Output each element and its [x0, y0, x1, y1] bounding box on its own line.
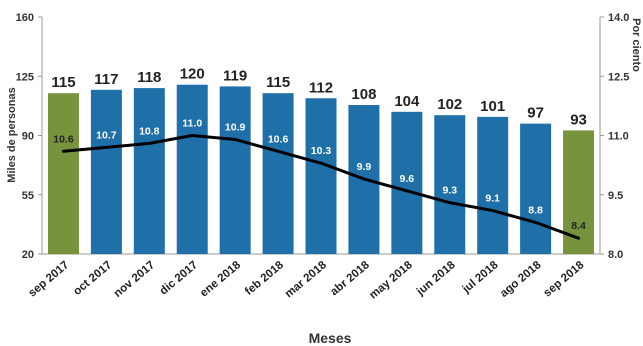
- y-tick-label: 55: [22, 190, 34, 202]
- bar: [47, 93, 79, 254]
- line-value-label: 10.7: [96, 129, 117, 141]
- bar-value-label: 97: [527, 105, 544, 122]
- line-value-label: 11.0: [182, 118, 202, 130]
- bar-value-label: 115: [51, 74, 75, 91]
- x-tick-label: sep 2017: [26, 259, 71, 299]
- x-tick-label: ago 2018: [498, 259, 544, 300]
- y-axis-title: Miles de personas: [6, 87, 18, 182]
- y-tick-label: 125: [16, 71, 34, 83]
- bar: [90, 89, 122, 255]
- bar-value-label: 93: [570, 111, 587, 128]
- bar-value-label: 118: [137, 69, 161, 86]
- x-tick-label: dic 2017: [158, 259, 200, 297]
- bar-value-label: 119: [223, 67, 247, 84]
- x-tick-label: nov 2017: [112, 259, 157, 300]
- y2-axis-title: Por ciento: [630, 18, 642, 72]
- labels: 115 117 118 120 119 115 112 108 104 102 101 97 93 10.…: [51, 66, 587, 232]
- bars: [47, 84, 595, 255]
- line-value-label: 8.8: [528, 204, 543, 216]
- x-tick-label: feb 2018: [243, 259, 286, 298]
- x-tick-label: jul 2018: [460, 259, 501, 296]
- line-value-label: 10.9: [225, 121, 246, 133]
- bar: [434, 115, 466, 254]
- bar-value-label: 102: [437, 96, 462, 113]
- line-value-label: 9.6: [400, 173, 415, 185]
- y2-tick-label: 12.5: [608, 71, 629, 83]
- bar: [477, 116, 509, 254]
- line-value-label: 9.1: [485, 193, 500, 205]
- line-series: [61, 134, 581, 240]
- bar: [133, 88, 165, 254]
- line-layer: [61, 134, 581, 240]
- bar-value-label: 108: [351, 86, 376, 103]
- bar-value-label: 112: [309, 79, 333, 96]
- y2-tick-label: 14.0: [608, 12, 629, 24]
- line-value-label: 10.8: [139, 125, 160, 137]
- x-tick-label: may 2018: [367, 259, 415, 302]
- bar: [219, 86, 251, 255]
- y-tick-label: 160: [16, 12, 34, 24]
- bar: [262, 93, 294, 254]
- bar: [520, 123, 552, 255]
- line-value-label: 10.6: [53, 133, 74, 145]
- x-tick-label: sep 2018: [542, 259, 587, 300]
- line-value-label: 10.3: [311, 145, 332, 157]
- bar: [305, 98, 337, 254]
- bar: [391, 111, 423, 254]
- bar: [176, 84, 208, 254]
- bar-value-label: 117: [94, 71, 118, 88]
- bar-value-label: 101: [480, 98, 505, 115]
- x-axis-title: Meses: [309, 330, 352, 346]
- bar-value-label: 115: [266, 74, 290, 91]
- y-tick-label: 20: [22, 249, 34, 261]
- line-value-label: 9.9: [357, 161, 372, 173]
- bar-value-label: 104: [394, 93, 420, 110]
- x-tick-label: jun 2018: [414, 259, 458, 299]
- line-value-label: 8.4: [571, 220, 586, 232]
- x-tick-label: abr 2018: [328, 259, 372, 299]
- y2-tick-label: 8.0: [608, 249, 623, 261]
- bar-value-label: 120: [180, 66, 205, 83]
- y2-tick-label: 9.5: [608, 190, 623, 202]
- line-value-label: 10.6: [268, 133, 289, 145]
- x-tick-label: ene 2018: [198, 259, 243, 300]
- x-tick-label: mar 2018: [283, 259, 329, 301]
- x-tick-label: oct 2017: [71, 259, 114, 298]
- y-tick-label: 90: [22, 131, 34, 143]
- line-value-label: 9.3: [442, 185, 457, 197]
- y2-tick-label: 11.0: [608, 131, 629, 143]
